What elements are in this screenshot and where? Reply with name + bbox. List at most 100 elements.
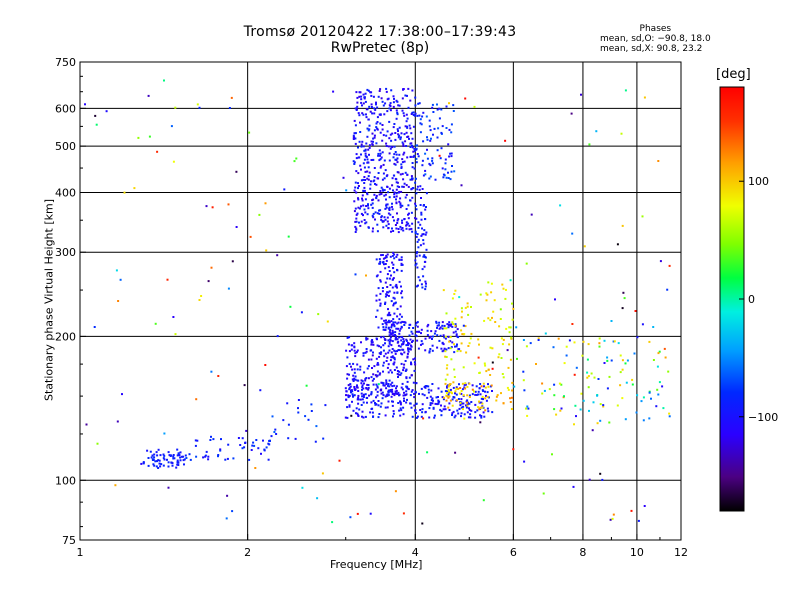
data-point	[599, 472, 602, 475]
data-point	[248, 458, 251, 461]
data-point	[493, 299, 496, 302]
data-point	[357, 396, 360, 399]
data-point	[409, 347, 412, 350]
data-point	[469, 337, 472, 340]
data-point	[388, 187, 391, 190]
y-axis-label: Stationary phase Virtual Height [km]	[42, 198, 56, 402]
data-point	[658, 381, 661, 384]
data-point	[501, 343, 504, 346]
data-point	[401, 227, 404, 229]
data-point	[382, 349, 385, 352]
data-point	[495, 399, 498, 402]
data-point	[393, 324, 396, 327]
data-point	[403, 363, 406, 366]
data-point	[420, 387, 423, 390]
data-point	[345, 394, 347, 397]
data-point	[415, 208, 418, 211]
data-point	[414, 391, 417, 394]
data-point	[413, 396, 416, 399]
data-point	[394, 321, 397, 324]
data-point	[380, 218, 383, 221]
data-point	[543, 389, 546, 392]
data-point	[410, 345, 413, 348]
data-point	[661, 385, 664, 388]
data-point	[421, 342, 424, 345]
data-point	[656, 388, 659, 391]
data-point	[398, 186, 401, 188]
data-point	[473, 390, 475, 393]
data-point	[386, 174, 389, 177]
data-point	[357, 146, 359, 149]
data-point	[453, 376, 456, 378]
data-point	[397, 218, 400, 221]
data-point	[402, 406, 405, 409]
data-point	[401, 109, 404, 112]
data-point	[393, 357, 396, 360]
data-point	[610, 320, 613, 322]
data-point	[395, 201, 398, 204]
data-point	[573, 373, 576, 376]
data-point	[361, 199, 364, 202]
data-point	[166, 278, 169, 281]
data-point	[510, 408, 513, 410]
data-point	[416, 251, 419, 253]
data-point	[512, 448, 515, 451]
data-point	[401, 141, 404, 144]
data-point	[384, 414, 387, 417]
data-point	[424, 218, 427, 221]
data-point	[631, 383, 634, 386]
data-point	[356, 412, 359, 415]
data-point	[441, 324, 444, 327]
data-point	[395, 117, 398, 120]
data-point	[418, 279, 421, 282]
data-point	[422, 204, 425, 207]
data-point	[464, 306, 467, 309]
data-point	[416, 240, 419, 243]
data-point	[500, 392, 502, 395]
data-point	[384, 301, 387, 304]
data-point	[581, 354, 584, 357]
data-point	[356, 101, 359, 104]
data-point	[156, 460, 158, 463]
data-point	[264, 202, 267, 205]
data-point	[401, 204, 404, 207]
data-point	[641, 215, 644, 218]
data-point	[179, 456, 182, 459]
data-point	[346, 373, 349, 376]
data-point	[157, 448, 160, 451]
data-point	[375, 103, 377, 106]
data-point	[375, 383, 378, 386]
data-point	[432, 133, 434, 136]
data-point	[274, 428, 277, 431]
data-point	[406, 387, 409, 390]
data-point	[422, 417, 425, 420]
data-point	[399, 136, 402, 139]
data-point	[366, 170, 369, 173]
data-point	[405, 227, 408, 230]
data-point	[355, 407, 358, 410]
data-point	[220, 438, 222, 441]
data-point	[367, 388, 370, 391]
data-point	[352, 138, 355, 140]
data-point	[406, 352, 409, 355]
data-point	[414, 264, 417, 267]
data-point	[394, 390, 397, 393]
data-point	[386, 286, 389, 288]
data-point	[379, 260, 382, 263]
data-point	[376, 385, 379, 388]
data-point	[142, 462, 145, 465]
data-point	[411, 89, 414, 92]
data-point	[415, 157, 418, 160]
data-point	[622, 291, 625, 294]
data-point	[396, 269, 399, 272]
data-point	[485, 399, 488, 402]
data-point	[406, 380, 409, 383]
data-point	[448, 395, 451, 398]
data-point	[356, 384, 358, 387]
data-point	[405, 193, 408, 196]
data-point	[392, 400, 394, 403]
data-point	[446, 390, 449, 393]
data-point	[392, 263, 395, 266]
data-point	[446, 323, 449, 326]
data-point	[360, 205, 362, 208]
